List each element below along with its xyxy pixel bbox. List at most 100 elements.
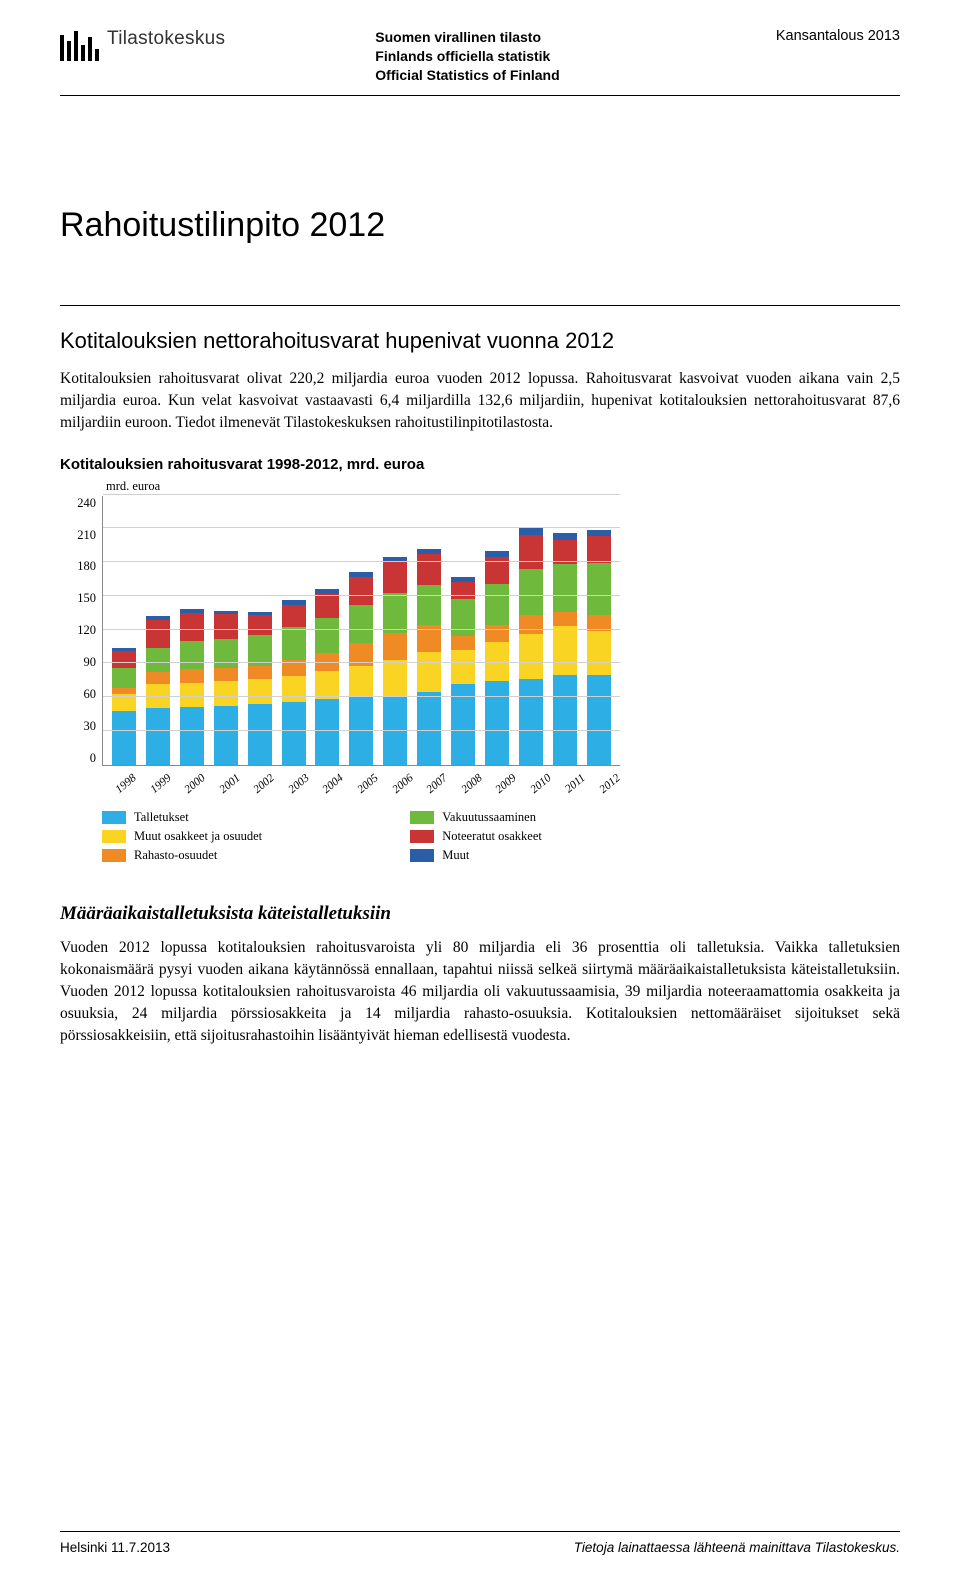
segment-vakuutus: [417, 585, 441, 626]
segment-vakuutus: [180, 641, 204, 669]
grid-line: [103, 662, 620, 663]
segment-muut: [519, 528, 543, 535]
segment-vakuutus: [248, 635, 272, 665]
intro-paragraph: Kotitalouksien rahoitusvarat olivat 220,…: [60, 368, 900, 434]
legend-swatch: [410, 849, 434, 862]
legend-label: Noteeratut osakkeet: [442, 829, 542, 844]
segment-noteeratut: [519, 535, 543, 569]
legend-swatch: [410, 811, 434, 824]
legend-item-noteeratut: Noteeratut osakkeet: [410, 829, 620, 844]
segment-talletukset: [112, 711, 136, 765]
segment-muut_osakkeet: [383, 660, 407, 696]
segment-vakuutus: [519, 569, 543, 615]
segment-noteeratut: [214, 614, 238, 639]
chart-bars: [103, 496, 620, 765]
chart-ylabel: mrd. euroa: [106, 479, 620, 494]
logo: Tilastokeskus: [60, 28, 225, 61]
section-heading: Määräaikaistalletuksista käteistalletuks…: [60, 903, 900, 925]
legend-item-rahasto: Rahasto-osuudet: [102, 848, 340, 863]
segment-talletukset: [417, 692, 441, 765]
segment-vakuutus: [315, 618, 339, 653]
xlabel: 2011: [562, 772, 588, 797]
chart-xaxis: 1998199920002001200220032004200520062007…: [102, 772, 620, 784]
legend-label: Talletukset: [134, 810, 189, 825]
grid-line: [103, 561, 620, 562]
segment-noteeratut: [349, 577, 373, 605]
segment-talletukset: [282, 702, 306, 765]
bar-1999: [146, 616, 170, 765]
bar-2003: [282, 600, 306, 764]
grid-line: [103, 527, 620, 528]
ytick-label: 60: [84, 687, 97, 702]
grid-line: [103, 595, 620, 596]
grid-line: [103, 696, 620, 697]
page-header: Tilastokeskus Suomen virallinen tilasto …: [60, 28, 900, 85]
segment-muut_osakkeet: [214, 681, 238, 706]
legend-swatch: [102, 830, 126, 843]
segment-talletukset: [146, 708, 170, 764]
ytick-label: 240: [77, 496, 96, 511]
segment-muut_osakkeet: [349, 666, 373, 698]
segment-muut_osakkeet: [519, 634, 543, 679]
topic-label: Kansantalous 2013: [776, 28, 900, 44]
legend-label: Muut: [442, 848, 469, 863]
segment-rahasto: [248, 666, 272, 680]
xlabel: 2007: [424, 772, 450, 797]
legend-item-muut: Muut: [410, 848, 620, 863]
xlabel: 2004: [320, 772, 346, 797]
xlabel: 2006: [389, 772, 415, 797]
segment-rahasto: [451, 636, 475, 650]
segment-talletukset: [519, 679, 543, 765]
grid-line: [103, 629, 620, 630]
subtitle: Kotitalouksien nettorahoitusvarat hupeni…: [60, 328, 900, 354]
org-line-fi: Suomen virallinen tilasto: [375, 28, 559, 47]
footer-rule: [60, 1531, 900, 1532]
segment-vakuutus: [383, 593, 407, 634]
segment-talletukset: [587, 675, 611, 765]
xlabel: 1998: [113, 772, 139, 797]
legend-label: Muut osakkeet ja osuudet: [134, 829, 262, 844]
segment-noteeratut: [315, 594, 339, 619]
segment-vakuutus: [282, 627, 306, 660]
segment-vakuutus: [485, 584, 509, 626]
ytick-label: 120: [77, 623, 96, 638]
body-paragraph: Vuoden 2012 lopussa kotitalouksien rahoi…: [60, 937, 900, 1047]
chart: mrd. euroa 2402101801501209060300 199819…: [60, 479, 620, 863]
segment-muut: [553, 533, 577, 540]
segment-noteeratut: [282, 605, 306, 628]
segment-talletukset: [248, 704, 272, 765]
page-footer: Helsinki 11.7.2013 Tietoja lainattaessa …: [60, 1531, 900, 1555]
bar-1998: [112, 648, 136, 765]
xlabel: 2010: [527, 772, 553, 797]
legend-label: Rahasto-osuudet: [134, 848, 217, 863]
ytick-label: 210: [77, 528, 96, 543]
legend-item-vakuutus: Vakuutussaaminen: [410, 810, 620, 825]
segment-muut_osakkeet: [248, 679, 272, 704]
bar-2006: [383, 557, 407, 765]
xlabel: 2001: [216, 772, 242, 797]
segment-rahasto: [383, 633, 407, 660]
bar-2005: [349, 572, 373, 764]
xlabel: 1999: [147, 772, 173, 797]
xlabel: 2012: [596, 772, 622, 797]
segment-muut_osakkeet: [282, 676, 306, 702]
footer-attribution: Tietoja lainattaessa lähteenä mainittava…: [574, 1540, 900, 1555]
grid-line: [103, 730, 620, 731]
segment-noteeratut: [451, 582, 475, 599]
bar-2004: [315, 589, 339, 765]
legend-swatch: [102, 849, 126, 862]
segment-rahasto: [146, 672, 170, 683]
ytick-label: 180: [77, 559, 96, 574]
segment-vakuutus: [146, 648, 170, 673]
chart-yaxis: 2402101801501209060300: [60, 496, 102, 766]
segment-rahasto: [180, 669, 204, 683]
ytick-label: 0: [90, 751, 96, 766]
segment-talletukset: [349, 697, 373, 765]
segment-talletukset: [485, 681, 509, 764]
segment-talletukset: [553, 675, 577, 765]
segment-muut_osakkeet: [553, 626, 577, 674]
segment-vakuutus: [112, 668, 136, 688]
logo-text: Tilastokeskus: [107, 28, 225, 50]
legend-item-talletukset: Talletukset: [102, 810, 340, 825]
org-line-en: Official Statistics of Finland: [375, 66, 559, 85]
